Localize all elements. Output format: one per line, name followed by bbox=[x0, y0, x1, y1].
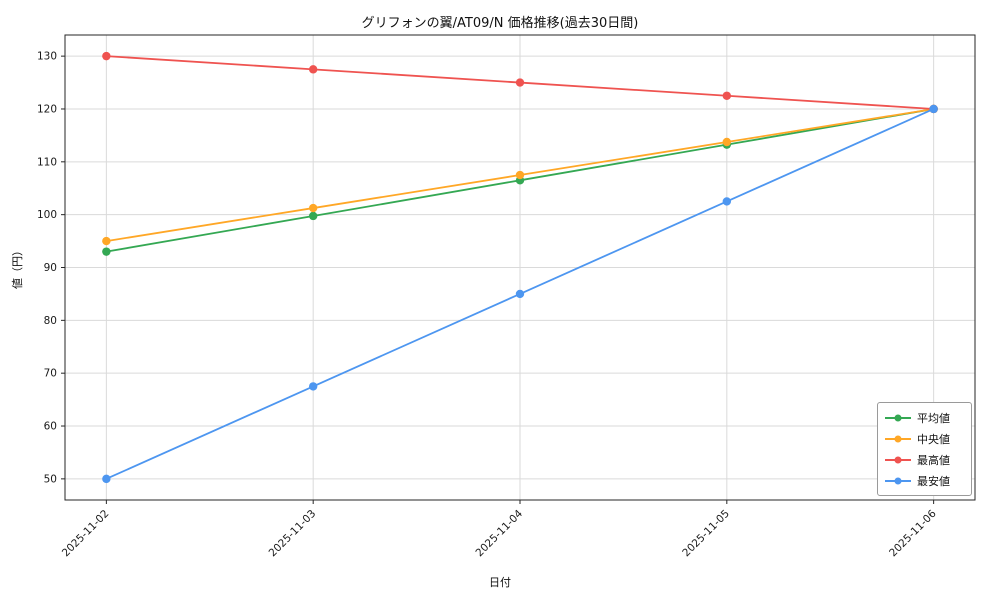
x-tick-label: 2025-11-06 bbox=[887, 507, 939, 559]
legend-marker-dot bbox=[894, 414, 902, 421]
y-tick-label: 130 bbox=[37, 51, 57, 63]
legend-line-swatch bbox=[885, 414, 911, 421]
data-point bbox=[308, 382, 318, 391]
data-point bbox=[722, 91, 732, 100]
legend-line-swatch bbox=[885, 477, 911, 484]
legend-marker-dot bbox=[894, 435, 902, 442]
y-tick-label: 100 bbox=[37, 209, 57, 221]
data-point bbox=[102, 51, 111, 61]
data-point bbox=[102, 236, 111, 246]
legend-item: 中央値 bbox=[885, 428, 964, 449]
x-tick-label: 2025-11-03 bbox=[267, 508, 319, 560]
chart-title: グリフォンの翼/AT09/N 価格推移(過去30日間) bbox=[361, 16, 639, 31]
data-point bbox=[929, 104, 938, 114]
data-point bbox=[515, 289, 525, 299]
data-point bbox=[308, 65, 318, 74]
legend-marker-dot bbox=[894, 477, 902, 484]
legend-label: 平均値 bbox=[917, 411, 950, 425]
legend-item: 最高値 bbox=[885, 449, 964, 470]
legend-line-swatch bbox=[885, 456, 911, 463]
legend-marker-dot bbox=[894, 456, 902, 463]
data-point bbox=[515, 78, 525, 87]
data-point bbox=[102, 247, 111, 256]
data-point bbox=[308, 211, 318, 221]
data-point bbox=[308, 203, 318, 213]
y-tick-label: 80 bbox=[44, 315, 57, 327]
y-tick-label: 90 bbox=[44, 262, 57, 274]
legend-label: 最安値 bbox=[917, 474, 950, 488]
x-axis-label: 日付 bbox=[489, 576, 511, 589]
y-tick-label: 60 bbox=[44, 421, 57, 433]
legend-item: 平均値 bbox=[885, 407, 964, 428]
y-axis-label: 値（円） bbox=[11, 245, 24, 289]
legend-line-swatch bbox=[885, 435, 911, 442]
x-tick-label: 2025-11-04 bbox=[473, 507, 525, 559]
x-tick-label: 2025-11-02 bbox=[60, 508, 112, 560]
legend-label: 中央値 bbox=[917, 432, 950, 446]
y-tick-label: 50 bbox=[44, 473, 57, 485]
data-point bbox=[515, 170, 525, 180]
chart-legend: 平均値中央値最高値最安値 bbox=[877, 402, 972, 496]
data-point bbox=[102, 474, 111, 484]
legend-item: 最安値 bbox=[885, 470, 964, 491]
legend-label: 最高値 bbox=[917, 453, 950, 467]
data-point bbox=[722, 137, 732, 147]
y-tick-label: 120 bbox=[37, 103, 57, 115]
x-tick-label: 2025-11-05 bbox=[680, 508, 732, 560]
data-point bbox=[722, 197, 732, 206]
y-tick-label: 70 bbox=[44, 368, 57, 380]
y-tick-label: 110 bbox=[37, 156, 57, 168]
